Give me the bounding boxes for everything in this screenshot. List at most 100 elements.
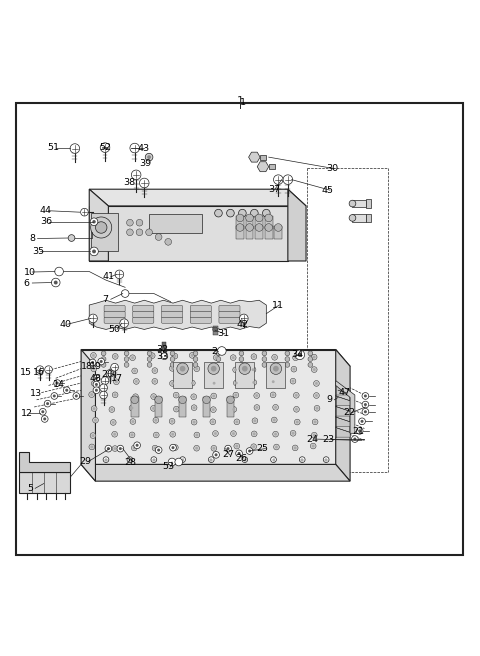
Circle shape [252, 368, 254, 371]
Circle shape [191, 354, 193, 357]
Circle shape [161, 353, 168, 359]
Circle shape [114, 447, 117, 450]
Circle shape [112, 392, 118, 398]
Circle shape [169, 419, 175, 424]
Circle shape [270, 363, 282, 375]
Circle shape [100, 360, 103, 363]
Circle shape [251, 444, 256, 449]
Circle shape [110, 367, 116, 373]
Circle shape [155, 419, 157, 422]
Circle shape [291, 366, 297, 372]
Circle shape [170, 357, 175, 361]
Circle shape [252, 381, 255, 384]
Circle shape [364, 403, 367, 406]
Circle shape [194, 445, 200, 451]
Circle shape [312, 419, 318, 425]
Circle shape [111, 368, 114, 371]
Circle shape [41, 416, 48, 422]
FancyBboxPatch shape [190, 311, 211, 318]
Text: 2: 2 [211, 347, 217, 356]
Circle shape [63, 387, 70, 394]
Circle shape [314, 420, 317, 423]
Circle shape [230, 431, 236, 436]
Circle shape [171, 382, 174, 385]
Circle shape [36, 366, 44, 373]
Circle shape [294, 447, 297, 449]
Text: 21: 21 [352, 427, 364, 436]
Bar [203, 398, 210, 417]
Circle shape [147, 351, 152, 356]
Circle shape [89, 392, 95, 398]
Circle shape [132, 368, 138, 374]
Polygon shape [81, 350, 350, 366]
Circle shape [308, 363, 313, 367]
Text: 25: 25 [257, 444, 269, 453]
Text: 30: 30 [326, 164, 338, 173]
Circle shape [270, 392, 276, 398]
Circle shape [133, 447, 136, 449]
Circle shape [75, 394, 78, 398]
Circle shape [273, 405, 278, 410]
Polygon shape [19, 472, 70, 493]
Circle shape [113, 379, 119, 384]
Circle shape [208, 363, 219, 375]
Circle shape [313, 380, 319, 386]
Circle shape [192, 420, 195, 424]
Circle shape [168, 458, 176, 466]
Circle shape [73, 392, 80, 400]
Circle shape [359, 418, 365, 424]
Polygon shape [91, 213, 118, 251]
Circle shape [101, 377, 109, 384]
Circle shape [349, 200, 356, 207]
Circle shape [51, 278, 60, 287]
Circle shape [44, 400, 51, 407]
Circle shape [133, 379, 139, 384]
Circle shape [171, 446, 175, 449]
Circle shape [292, 368, 295, 371]
Circle shape [54, 281, 58, 285]
Circle shape [227, 209, 234, 217]
Circle shape [46, 402, 49, 405]
Circle shape [92, 434, 95, 437]
Circle shape [132, 394, 138, 400]
Circle shape [55, 267, 63, 276]
Circle shape [94, 419, 97, 422]
Circle shape [130, 355, 135, 361]
Circle shape [146, 229, 153, 236]
Circle shape [151, 405, 156, 411]
Circle shape [171, 433, 174, 436]
Polygon shape [249, 152, 260, 162]
Polygon shape [336, 417, 350, 426]
Circle shape [101, 363, 106, 367]
Text: 38: 38 [123, 178, 135, 186]
Circle shape [68, 235, 75, 241]
FancyBboxPatch shape [219, 317, 240, 323]
Circle shape [252, 418, 258, 424]
Circle shape [313, 368, 316, 371]
Circle shape [273, 356, 276, 359]
Circle shape [151, 394, 156, 400]
Circle shape [92, 354, 95, 357]
Text: 41: 41 [103, 272, 115, 281]
Polygon shape [288, 189, 306, 261]
Circle shape [43, 417, 46, 420]
Circle shape [45, 366, 52, 373]
Circle shape [312, 356, 315, 359]
Circle shape [114, 355, 117, 358]
FancyBboxPatch shape [190, 317, 211, 323]
Circle shape [194, 366, 200, 372]
Circle shape [170, 432, 176, 437]
Text: 27: 27 [222, 450, 234, 459]
Text: 18: 18 [81, 362, 93, 371]
Circle shape [213, 327, 217, 332]
Circle shape [251, 380, 257, 385]
Circle shape [213, 382, 216, 384]
Circle shape [90, 433, 96, 438]
Circle shape [263, 209, 270, 217]
Bar [162, 342, 166, 350]
Circle shape [95, 389, 98, 392]
Circle shape [147, 363, 152, 367]
Circle shape [157, 449, 160, 451]
Circle shape [233, 392, 239, 398]
Circle shape [364, 394, 367, 398]
